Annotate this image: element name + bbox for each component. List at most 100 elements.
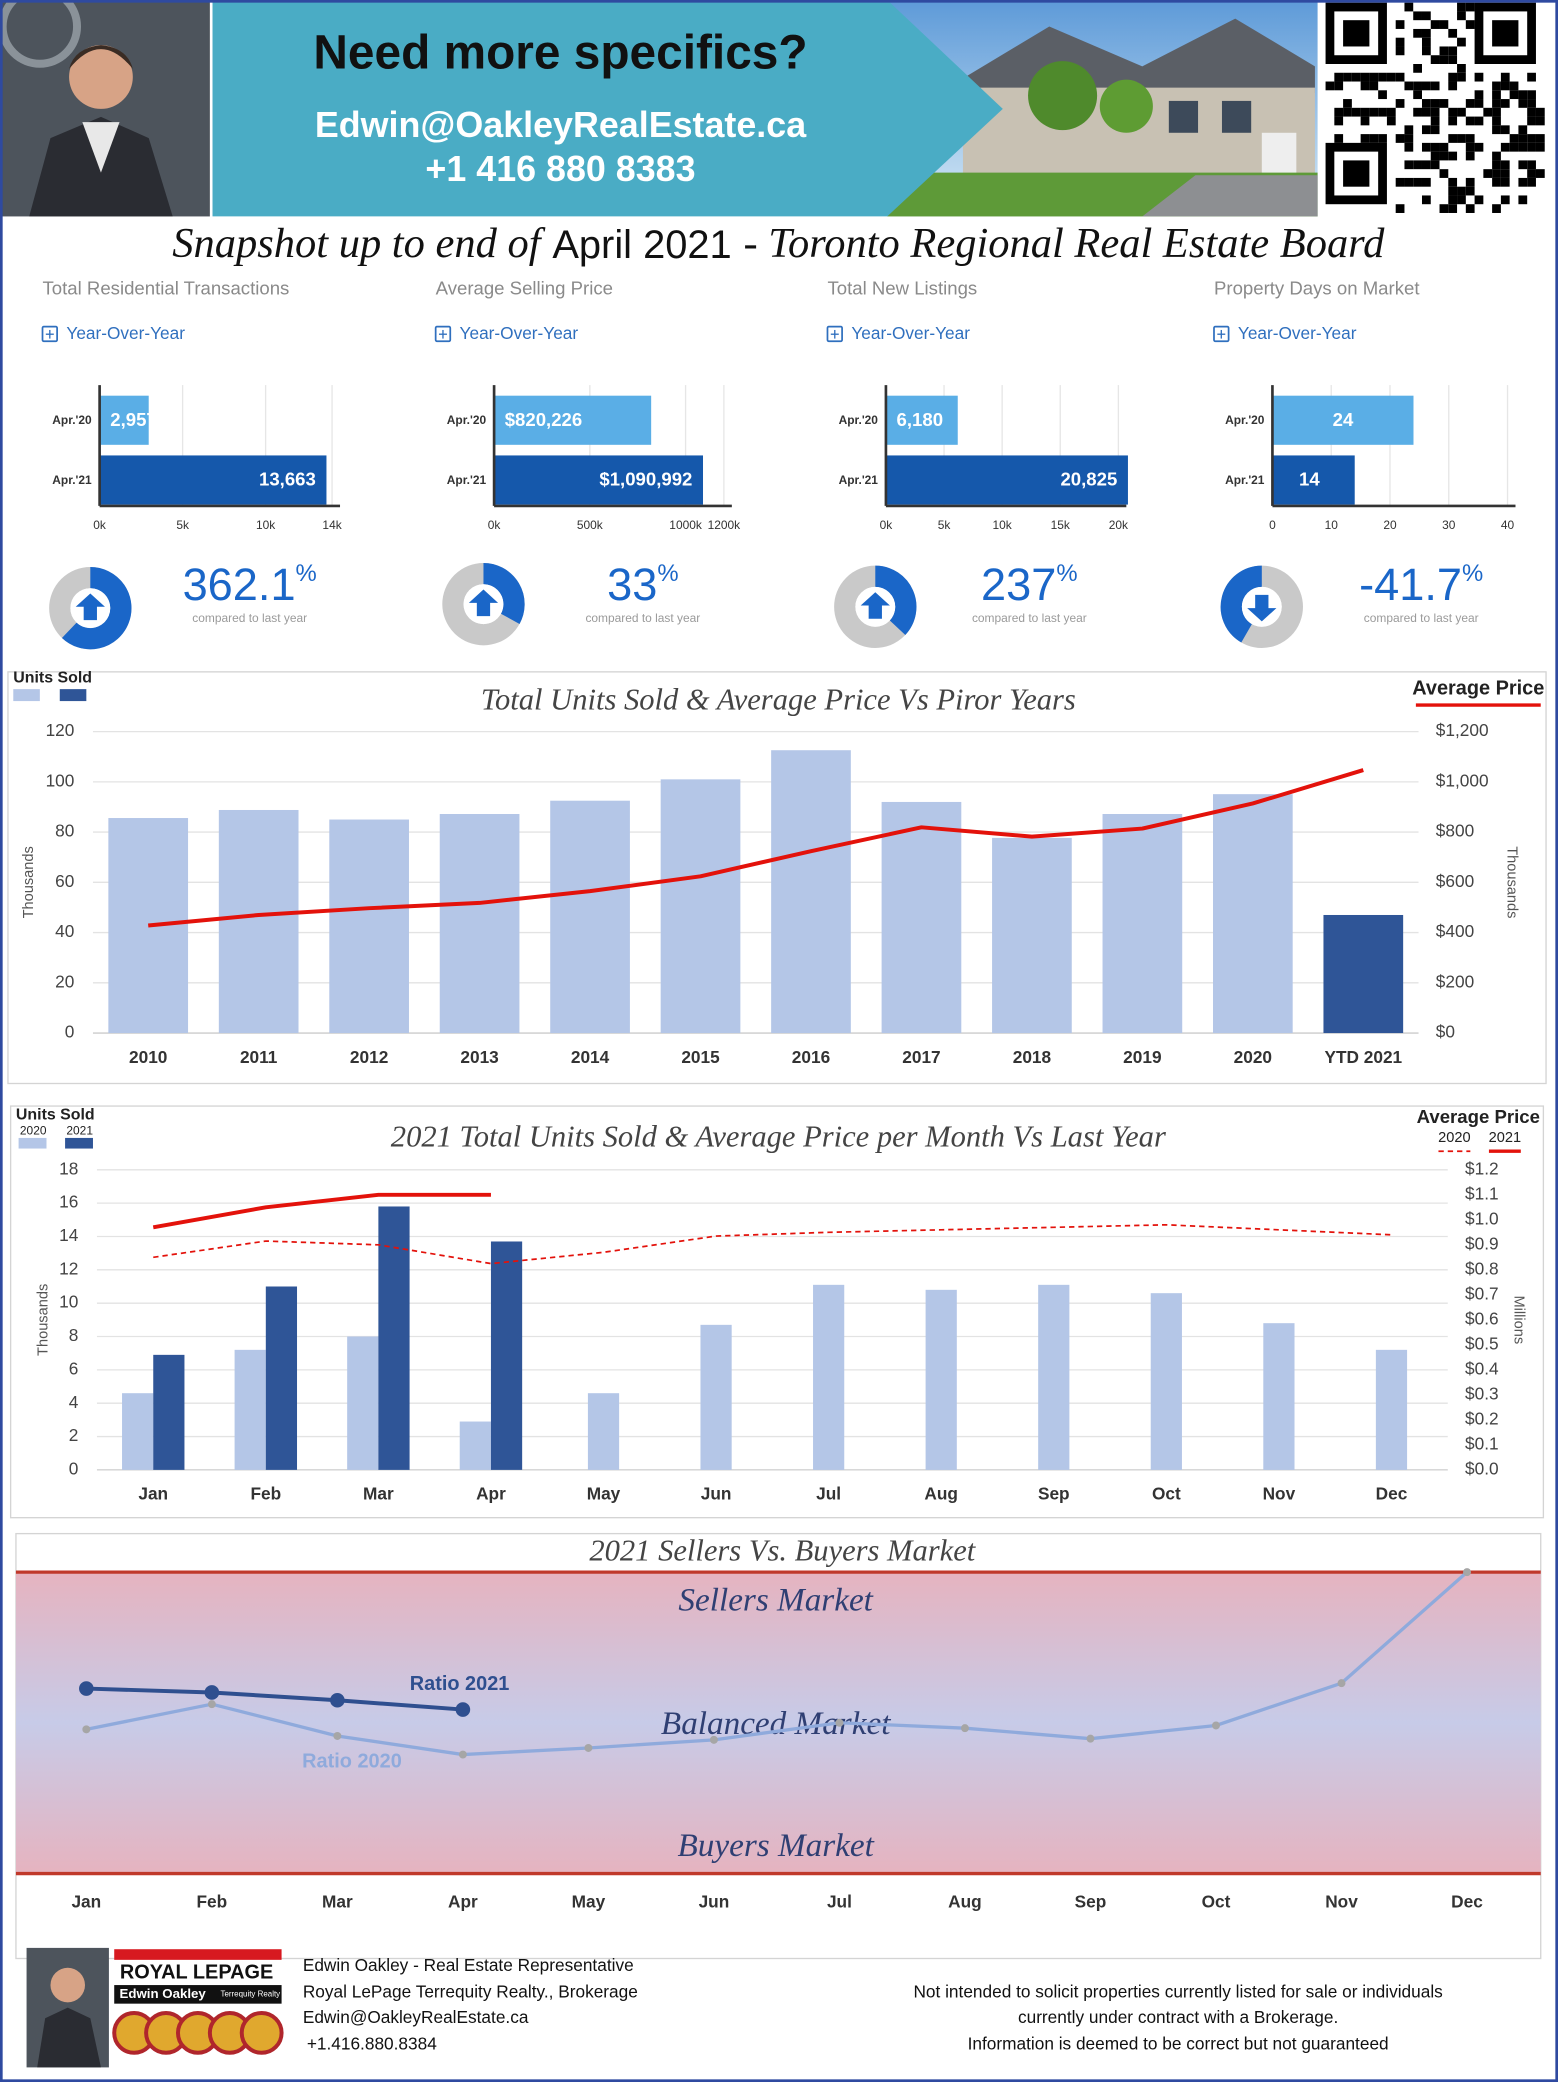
qr-module <box>1535 142 1545 152</box>
footer-contact: Edwin Oakley - Real Estate Representativ… <box>303 1955 634 1975</box>
bar <box>885 395 958 445</box>
qr-module <box>1413 177 1422 187</box>
x-tick-label: Jun <box>701 1484 732 1504</box>
qr-module <box>1439 142 1449 152</box>
market-band <box>15 1570 1541 1875</box>
y-tick-label: 0 <box>65 1022 75 1042</box>
line-marker <box>79 1681 94 1696</box>
x-tick-label: 2016 <box>792 1047 830 1067</box>
qr-module <box>1465 186 1475 196</box>
calendar-icon <box>826 325 843 343</box>
qr-module <box>1421 107 1431 117</box>
y-tick-label: 2 <box>69 1425 79 1445</box>
qr-module <box>1527 160 1536 170</box>
line-marker <box>1086 1734 1095 1743</box>
qr-module <box>1448 151 1458 161</box>
qr-module <box>1343 99 1352 108</box>
qr-module <box>1448 177 1458 187</box>
title-prefix: Snapshot up to end of <box>172 220 545 267</box>
qr-module <box>1465 204 1475 213</box>
y2-tick-label: $0.1 <box>1465 1433 1499 1453</box>
trend-arrow <box>75 593 105 621</box>
x-tick-label: 0k <box>880 518 893 532</box>
qr-module <box>1413 160 1422 170</box>
qr-module <box>1395 46 1405 56</box>
qr-module <box>1448 28 1458 38</box>
qr-module <box>1492 151 1501 161</box>
qr-module <box>1439 55 1449 65</box>
donut-arc <box>61 566 132 650</box>
banner-phone: +1 416 880 8383 <box>425 149 695 189</box>
x-tick-label: Jan <box>138 1484 168 1504</box>
kpi-period: Year-Over-Year <box>460 323 579 343</box>
x-tick-label: Sep <box>1075 1891 1107 1911</box>
qr-module <box>1395 177 1405 187</box>
qr-module <box>1500 195 1510 205</box>
legend-title: Units Sold <box>16 1107 95 1124</box>
title-suffix: - Toronto Regional Real Estate Board <box>744 220 1386 267</box>
legend-title: Average Price <box>1417 1106 1540 1127</box>
qr-module <box>1527 134 1536 143</box>
bar <box>660 779 741 1034</box>
x-tick-label: 1000k <box>669 518 702 532</box>
qr-module <box>1465 177 1475 187</box>
qr-module <box>1465 151 1475 161</box>
x-tick-label: Dec <box>1451 1891 1483 1911</box>
y2-tick-label: $1.0 <box>1465 1208 1499 1228</box>
x-tick-label: 2010 <box>129 1047 167 1067</box>
kpi-change: -41.7% <box>1359 559 1483 610</box>
kpi-change: 33% <box>607 559 678 610</box>
qr-module <box>1378 90 1387 100</box>
bar <box>1102 814 1183 1034</box>
bar <box>218 809 299 1034</box>
qr-module <box>1457 2 1466 12</box>
qr-module <box>1465 20 1475 29</box>
y2-tick-label: $0.3 <box>1465 1383 1499 1403</box>
x-tick-label: Jul <box>827 1891 852 1911</box>
line-marker <box>82 1725 91 1734</box>
bar <box>771 750 851 1034</box>
line-marker <box>204 1685 220 1700</box>
line-marker <box>207 1700 216 1709</box>
qr-module <box>1325 81 1335 91</box>
qr-module <box>1474 90 1484 100</box>
qr-module <box>1404 81 1414 91</box>
bar <box>329 819 409 1034</box>
qr-module <box>1457 195 1466 205</box>
y2-tick-label: $0.8 <box>1465 1258 1499 1278</box>
y2-tick-label: $200 <box>1436 971 1474 991</box>
bar <box>99 455 327 505</box>
x-tick-label: 2015 <box>681 1047 720 1067</box>
x-tick-label: 5k <box>176 518 189 532</box>
qr-module <box>1483 169 1493 178</box>
kpi-note: compared to last year <box>972 611 1087 625</box>
qr-module <box>1492 90 1501 100</box>
category-label: Apr.'21 <box>52 473 92 487</box>
bar <box>813 1284 845 1470</box>
y-tick-label: 40 <box>55 921 74 941</box>
y-axis-label: Thousands <box>36 1284 52 1356</box>
qr-module <box>1500 169 1510 178</box>
line-marker <box>330 1692 345 1708</box>
qr-module <box>1334 116 1344 126</box>
qr-module <box>1369 81 1379 91</box>
qr-module <box>1404 142 1414 152</box>
qr-module <box>1360 81 1370 91</box>
bar <box>153 1354 185 1470</box>
house-driveway <box>1142 175 1318 217</box>
x-tick-label: Mar <box>363 1484 394 1504</box>
x-tick-label: 10 <box>1325 518 1339 532</box>
x-tick-label: Jul <box>816 1484 841 1504</box>
qr-module <box>1448 46 1458 56</box>
qr-module <box>1395 72 1405 82</box>
qr-module <box>1518 125 1528 135</box>
qr-module <box>1509 134 1519 143</box>
x-tick-label: Feb <box>250 1484 281 1504</box>
x-tick-label: May <box>587 1484 621 1504</box>
legend-label: 2020 <box>1438 1130 1470 1146</box>
qr-module <box>1474 99 1484 108</box>
y-tick-label: 18 <box>59 1158 78 1178</box>
banner-email: Edwin@OakleyRealEstate.ca <box>315 105 807 145</box>
y2-tick-label: $0.0 <box>1465 1458 1499 1478</box>
logo-brand: ROYAL LEPAGE <box>120 1961 273 1983</box>
